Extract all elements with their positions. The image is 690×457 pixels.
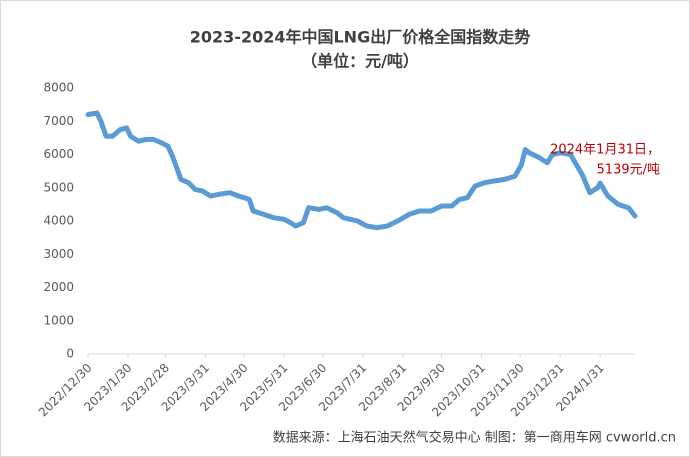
y-tick-label: 0 [66, 347, 74, 361]
y-tick-label: 3000 [43, 247, 74, 261]
line [85, 110, 638, 231]
y-tick-label: 2000 [43, 280, 74, 294]
y-tick-label: 5000 [43, 180, 74, 194]
annotation: 5139元/吨 [597, 163, 660, 178]
chart-title: 2023-2024年中国LNG出厂价格全国指数走势 [190, 28, 530, 47]
y-tick-label: 7000 [43, 114, 74, 128]
y-tick-label: 1000 [43, 313, 74, 327]
y-tick-label: 6000 [43, 147, 74, 161]
chart-subtitle: （单位：元/吨） [301, 52, 419, 71]
y-tick-label: 8000 [43, 81, 74, 95]
y-tick-label: 4000 [43, 214, 74, 228]
source-note: 数据来源：上海石油天然气交易中心 制图：第一商用车网 cvworld.cn [273, 430, 676, 446]
annotation: 2024年1月31日， [550, 143, 660, 158]
